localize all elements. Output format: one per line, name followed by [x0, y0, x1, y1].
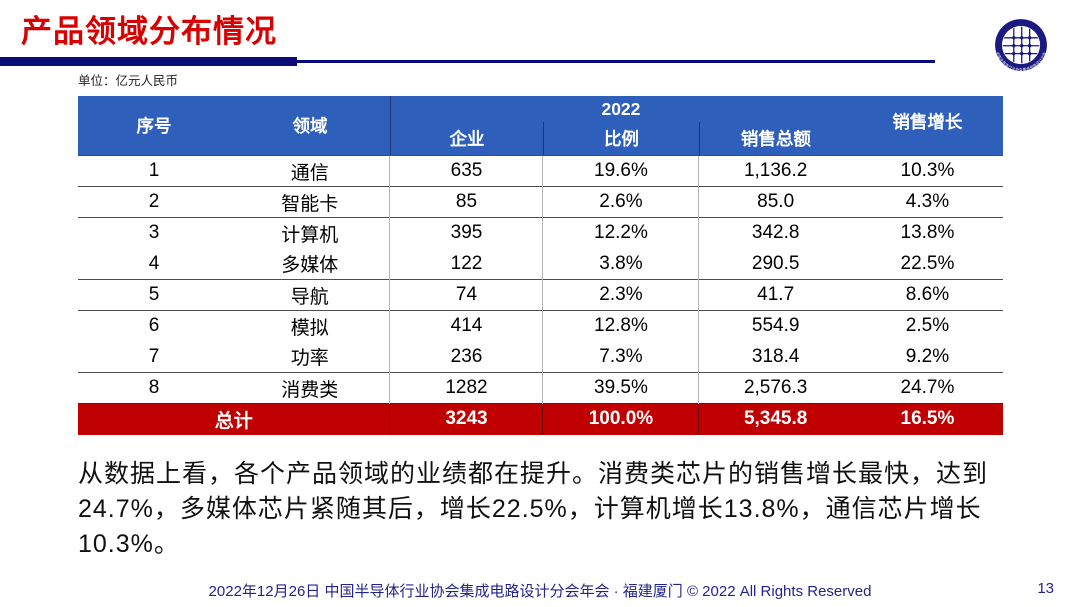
total-sales: 5,345.8	[698, 403, 852, 435]
cell-no: 2	[78, 186, 230, 218]
unit-label: 单位：亿元人民币	[78, 74, 179, 88]
cell-growth: 2.5%	[851, 310, 1003, 342]
header-col-share: 比例	[542, 122, 699, 155]
header-col-growth: 销售增长	[892, 112, 963, 132]
cell-share: 2.6%	[542, 186, 699, 218]
cell-domain: 智能卡	[229, 186, 390, 218]
distribution-table: 序号 领域 2022 企业 比例 销售总额 销售增长 1 通信 635 19.6…	[78, 96, 1003, 435]
cell-no: 4	[148, 252, 160, 274]
cell-growth: 8.6%	[851, 279, 1003, 311]
cell-share: 39.5%	[542, 372, 699, 404]
table-row: 6 模拟 414 12.8% 554.9 2.5%	[78, 310, 1003, 342]
table-row: 7 功率 236 7.3% 318.4 9.2%	[78, 341, 1003, 373]
cell-sales: 1,136.2	[698, 155, 852, 187]
cell-share: 12.2%	[542, 217, 699, 249]
cell-domain: 导航	[229, 279, 390, 311]
total-share: 100.0%	[542, 403, 699, 435]
cell-companies: 635	[389, 155, 543, 187]
title-underline-thin	[297, 60, 935, 63]
table-total-row: 总计 3243 100.0% 5,345.8 16.5%	[78, 403, 1003, 435]
table-row: 1 通信 635 19.6% 1,136.2 10.3%	[78, 155, 1003, 187]
cell-no: 5	[78, 279, 230, 311]
cell-no: 1	[78, 155, 230, 187]
cell-growth: 13.8%	[851, 217, 1003, 249]
cell-sales: 2,576.3	[698, 372, 852, 404]
cell-share: 3.8%	[542, 248, 699, 280]
cell-growth: 24.7%	[851, 372, 1003, 404]
table-row: 5 导航 74 2.3% 41.7 8.6%	[78, 279, 1003, 311]
cell-companies: 1282	[389, 372, 543, 404]
cell-companies: 85	[389, 186, 543, 218]
header-year-group: 2022	[601, 98, 641, 119]
page-number: 13	[1037, 580, 1054, 597]
logo-grid-dots	[1012, 36, 1032, 56]
cell-domain: 多媒体	[281, 255, 339, 277]
page-title: 产品领域分布情况	[21, 14, 277, 49]
cell-share: 19.6%	[542, 155, 699, 187]
total-growth: 16.5%	[851, 403, 1003, 435]
iccad-logo: ICCAD 中国半导体行业协会集成电路设计分会	[995, 10, 1047, 72]
summary-line: 24.7%，多媒体芯片紧随其后，增长22.5%，计算机增长13.8%，通信芯片增…	[78, 495, 982, 523]
cell-growth: 4.3%	[851, 186, 1003, 218]
cell-no: 3	[78, 217, 230, 249]
cell-share: 12.8%	[542, 310, 699, 342]
header-col-sales: 销售总额	[698, 122, 852, 155]
table-body: 1 通信 635 19.6% 1,136.2 10.3% 2 智能卡 85 2.…	[78, 155, 1003, 435]
summary-paragraph: 从数据上看，各个产品领域的业绩都在提升。消费类芯片的销售增长最快，达到 24.7…	[78, 457, 1023, 562]
header-col-domain: 领域	[292, 116, 328, 136]
cell-share: 2.3%	[542, 279, 699, 311]
header-col-no: 序号	[136, 116, 172, 136]
cell-no: 7	[148, 345, 160, 367]
header-col-companies: 企业	[389, 122, 543, 155]
total-companies: 3243	[389, 403, 543, 435]
cell-growth: 22.5%	[900, 252, 955, 274]
cell-domain: 消费类	[229, 372, 390, 404]
cell-sales: 342.8	[698, 217, 852, 249]
cell-sales: 85.0	[698, 186, 852, 218]
total-label: 总计	[78, 403, 390, 435]
cell-domain: 模拟	[229, 310, 390, 342]
cell-companies: 236	[389, 341, 543, 373]
cell-sales: 318.4	[698, 341, 852, 373]
cell-share: 7.3%	[542, 341, 699, 373]
title-underline-thick	[0, 57, 297, 66]
cell-sales: 41.7	[698, 279, 852, 311]
cell-domain: 通信	[229, 155, 390, 187]
cell-domain: 计算机	[229, 217, 390, 249]
table-row: 4 多媒体 122 3.8% 290.5 22.5%	[78, 248, 1003, 280]
cell-sales: 554.9	[698, 310, 852, 342]
table-row: 3 计算机 395 12.2% 342.8 13.8%	[78, 217, 1003, 249]
footer-text: 2022年12月26日 中国半导体行业协会集成电路设计分会年会 · 福建厦门 ©…	[208, 583, 872, 600]
cell-no: 8	[78, 372, 230, 404]
cell-companies: 414	[389, 310, 543, 342]
summary-line: 10.3%。	[78, 530, 180, 558]
cell-sales: 290.5	[698, 248, 852, 280]
table-header: 序号 领域 2022 企业 比例 销售总额 销售增长	[78, 96, 1003, 155]
cell-growth: 10.3%	[851, 155, 1003, 187]
cell-companies: 122	[389, 248, 543, 280]
cell-no: 6	[78, 310, 230, 342]
cell-domain: 功率	[290, 348, 329, 370]
cell-companies: 74	[389, 279, 543, 311]
summary-line: 从数据上看，各个产品领域的业绩都在提升。消费类芯片的销售增长最快，达到	[78, 460, 989, 488]
cell-companies: 395	[389, 217, 543, 249]
table-row: 2 智能卡 85 2.6% 85.0 4.3%	[78, 186, 1003, 218]
table-row: 8 消费类 1282 39.5% 2,576.3 24.7%	[78, 372, 1003, 404]
cell-growth: 9.2%	[905, 345, 950, 367]
header-spacer	[389, 96, 543, 122]
